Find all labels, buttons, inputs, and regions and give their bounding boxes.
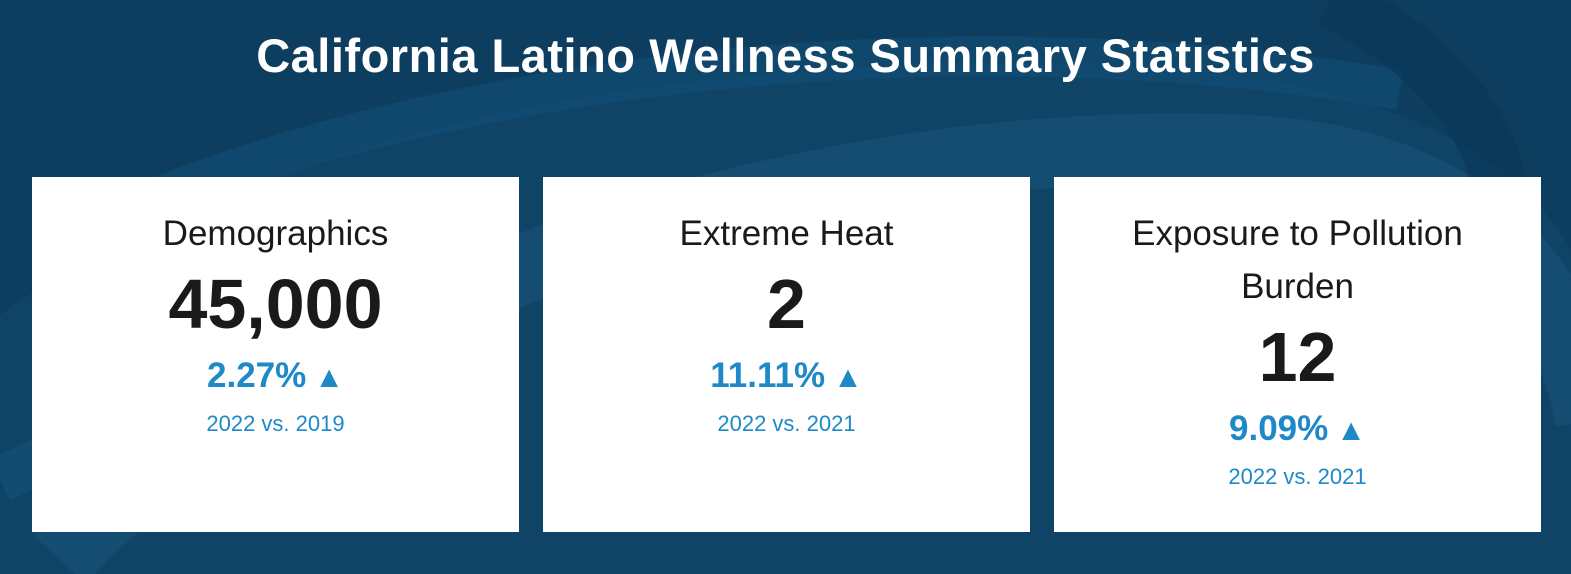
page-title: California Latino Wellness Summary Stati… — [256, 29, 1315, 82]
summary-cards: Demographics 45,000 2.27% ▲ 2022 vs. 2019… — [32, 177, 1541, 532]
card-change: 11.11% ▲ — [543, 356, 1030, 398]
triangle-up-icon: ▲ — [1336, 414, 1366, 447]
triangle-up-icon: ▲ — [833, 361, 863, 394]
card-value: 45,000 — [168, 265, 383, 343]
change-percent: 11.11% — [710, 356, 826, 395]
triangle-up-icon: ▲ — [314, 361, 344, 394]
card-heading: Demographics — [162, 214, 389, 253]
extreme-heat-card: Extreme Heat 2 11.11% ▲ 2022 vs. 2021 — [543, 177, 1030, 532]
card-period: 2022 vs. 2021 — [717, 411, 856, 436]
demographics-card: Demographics 45,000 2.27% ▲ 2022 vs. 2019 — [32, 177, 519, 532]
card-value: 12 — [1258, 318, 1337, 396]
card-change: 9.09% ▲ — [1054, 409, 1541, 451]
pollution-burden-card: Exposure to Pollution Burden 12 9.09% ▲ 2… — [1054, 177, 1541, 532]
card-heading: Extreme Heat — [679, 214, 894, 253]
change-percent: 2.27% — [207, 356, 307, 395]
card-heading: Exposure to Pollution Burden — [1132, 214, 1463, 306]
card-change: 2.27% ▲ — [32, 356, 519, 398]
card-period: 2022 vs. 2021 — [1228, 464, 1367, 489]
card-value: 2 — [767, 265, 806, 343]
card-period: 2022 vs. 2019 — [206, 411, 345, 436]
change-percent: 9.09% — [1229, 409, 1329, 448]
